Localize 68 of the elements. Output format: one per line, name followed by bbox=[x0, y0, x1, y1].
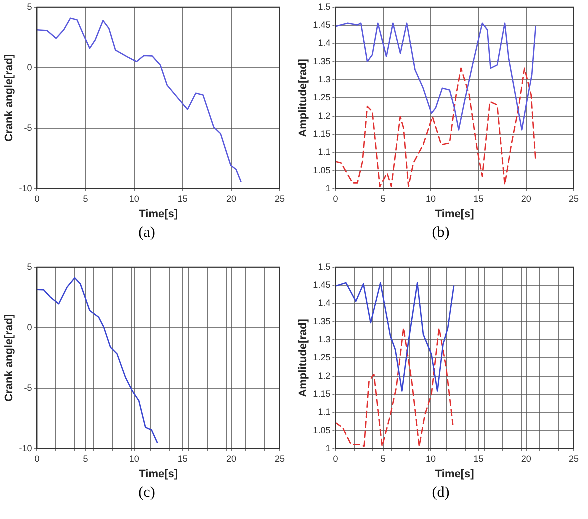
y-tick-label: 1 bbox=[326, 183, 331, 194]
y-tick-label: 1.15 bbox=[313, 389, 331, 400]
x-axis-title: Time[s] bbox=[139, 208, 178, 220]
y-tick-label: 1.45 bbox=[313, 20, 331, 30]
x-axis-title: Time[s] bbox=[435, 208, 475, 220]
x-tick-label: 15 bbox=[474, 454, 484, 464]
y-tick-label: 1.1 bbox=[318, 407, 331, 418]
x-tick-label: 10 bbox=[426, 194, 436, 204]
y-axis-title: Amplitude[rad] bbox=[298, 318, 310, 398]
x-axis-title: Time[s] bbox=[139, 468, 178, 480]
x-tick-label: 25 bbox=[274, 194, 286, 204]
x-tick-label: 10 bbox=[426, 454, 436, 464]
x-tick-label: 5 bbox=[83, 454, 88, 464]
text: (c) bbox=[138, 485, 156, 502]
y-tick-label: 0 bbox=[27, 62, 32, 72]
y-tick-label: 1.35 bbox=[313, 56, 331, 66]
y-tick-label: 1.3 bbox=[318, 74, 331, 85]
y-tick-label: 1.2 bbox=[318, 370, 331, 381]
x-tick-label: 15 bbox=[178, 454, 188, 464]
y-tick-label: 1.4 bbox=[318, 38, 331, 48]
y-tick-label: 1.05 bbox=[313, 425, 331, 436]
text: (d) bbox=[431, 485, 451, 502]
x-tick-label: 15 bbox=[178, 194, 188, 204]
x-tick-label: 25 bbox=[274, 454, 286, 464]
y-tick-label: 1.3 bbox=[318, 334, 331, 345]
x-tick-label: 20 bbox=[226, 194, 236, 204]
x-tick-label: 5 bbox=[83, 194, 88, 204]
x-tick-label: 20 bbox=[521, 454, 532, 464]
y-tick-label: 5 bbox=[27, 2, 32, 12]
x-tick-label: 5 bbox=[380, 454, 386, 464]
y-tick-label: 1.45 bbox=[313, 280, 331, 290]
y-tick-label: 5 bbox=[27, 262, 32, 272]
y-axis-title: Crank angle[rad] bbox=[4, 54, 16, 142]
x-tick-label: 0 bbox=[333, 454, 338, 464]
x-tick-label: 10 bbox=[129, 194, 140, 204]
x-tick-label: 25 bbox=[568, 454, 580, 464]
y-tick-label: 1.25 bbox=[313, 352, 331, 363]
y-tick-label: 1.25 bbox=[313, 92, 331, 103]
y-tick-label: 1 bbox=[326, 443, 331, 454]
x-axis-title: Time[s] bbox=[435, 468, 475, 480]
x-tick-label: 20 bbox=[226, 454, 236, 464]
y-tick-label: -10 bbox=[19, 443, 32, 454]
x-tick-label: 15 bbox=[474, 194, 484, 204]
x-tick-label: 0 bbox=[34, 194, 40, 204]
y-tick-label: -5 bbox=[24, 122, 32, 133]
y-tick-label: 1.35 bbox=[313, 316, 331, 326]
x-tick-label: 20 bbox=[521, 194, 532, 204]
line-series bbox=[336, 68, 537, 188]
x-tick-label: 25 bbox=[568, 194, 580, 204]
x-tick-label: 0 bbox=[34, 454, 40, 464]
y-tick-label: 0 bbox=[27, 322, 32, 332]
y-tick-label: -10 bbox=[19, 183, 32, 194]
text: (a) bbox=[138, 225, 156, 242]
y-tick-label: 1.2 bbox=[318, 110, 331, 121]
y-tick-label: 1.15 bbox=[313, 129, 331, 140]
x-tick-label: 0 bbox=[333, 194, 338, 204]
y-tick-label: 1.1 bbox=[318, 147, 331, 158]
line-series bbox=[336, 327, 454, 448]
y-tick-label: 1.5 bbox=[318, 262, 331, 272]
text: (b) bbox=[431, 225, 451, 242]
y-tick-label: 1.5 bbox=[318, 2, 331, 12]
y-axis-title: Amplitude[rad] bbox=[298, 58, 310, 138]
y-axis-title: Crank angle[rad] bbox=[4, 314, 16, 402]
y-tick-label: 1.4 bbox=[318, 298, 331, 308]
y-tick-label: -5 bbox=[24, 382, 32, 393]
y-tick-label: 1.05 bbox=[313, 165, 331, 176]
x-tick-label: 10 bbox=[129, 454, 140, 464]
x-tick-label: 5 bbox=[380, 194, 386, 204]
